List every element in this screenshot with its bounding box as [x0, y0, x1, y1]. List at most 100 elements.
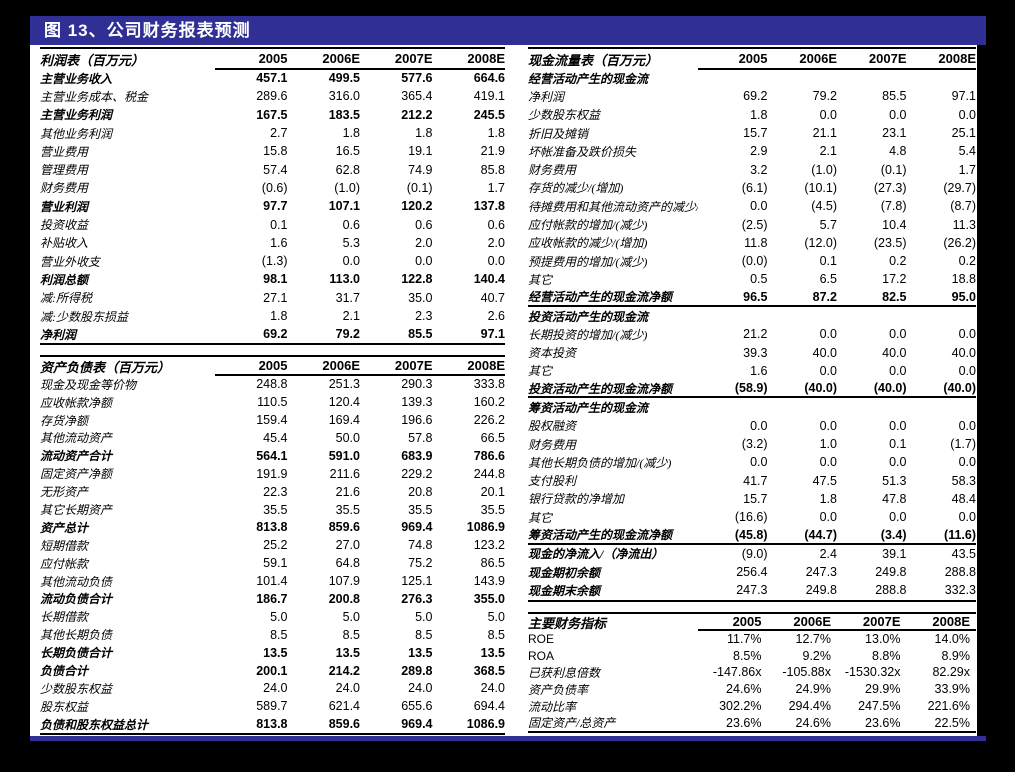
row-value: 41.7 [743, 473, 768, 488]
row-label: 负债合计 [40, 664, 89, 679]
row-value: 143.9 [473, 574, 505, 589]
row-label: 长期负债合计 [40, 646, 113, 661]
row-value: (3.4) [880, 527, 907, 542]
table-row: 资本投资 39.3 40.0 40.0 40.0 [528, 343, 976, 361]
row-label: 资产负债率 [528, 682, 589, 697]
row-value: 20.8 [408, 484, 433, 499]
row-label: 少数股东权益 [40, 681, 113, 696]
row-value: 22.3 [263, 484, 288, 499]
row-label: 长期投资的增加/(减少) [528, 327, 648, 342]
row-value: 5.0 [487, 609, 505, 624]
row-value: 288.8 [944, 565, 976, 580]
row-value: 214.2 [328, 663, 360, 678]
row-value: 113.0 [329, 272, 360, 287]
row-value: 107.9 [328, 574, 360, 589]
row-value: 249.8 [875, 565, 907, 580]
figure-title-bar: 图 13、公司财务报表预测 [30, 16, 986, 45]
table-row: 负债和股东权益总计 813.8 859.6 969.4 1086.9 [40, 715, 505, 733]
row-value: (45.8) [734, 527, 768, 542]
row-value: 27.0 [335, 538, 360, 553]
table-row: 主营业务成本、税金 289.6 316.0 365.4 419.1 [40, 87, 505, 105]
row-value: 13.0% [865, 631, 901, 646]
table-row: 无形资产 22.3 21.6 20.8 20.1 [40, 483, 505, 501]
table-row: 投资活动产生的现金流净额 (58.9) (40.0) (40.0) (40.0) [528, 380, 976, 399]
row-label: 投资活动产生的现金流 [528, 309, 649, 324]
row-value: 5.0 [415, 609, 433, 624]
table-row: 财务费用 3.2 (1.0) (0.1) 1.7 [528, 160, 976, 178]
row-value: 40.0 [951, 345, 976, 360]
row-label: 主营业务收入 [40, 71, 113, 86]
row-value: 57.8 [408, 430, 433, 445]
row-value: 24.9% [795, 682, 831, 697]
table-row: 现金期末余额 247.3 249.8 288.8 332.3 [528, 581, 976, 599]
row-value: 0.5 [750, 272, 768, 287]
row-value: 1.8 [819, 491, 837, 506]
row-label: ROE [528, 631, 555, 646]
row-value: 5.0 [342, 609, 360, 624]
row-value: 58.3 [951, 473, 976, 488]
table-row: 其他流动负债 101.4 107.9 125.1 143.9 [40, 572, 505, 590]
row-value: 1.0 [819, 437, 837, 452]
bottom-accent-rule [30, 736, 986, 741]
row-value: 24.0 [335, 681, 360, 696]
row-label: 筹资活动产生的现金流净额 [528, 528, 673, 543]
row-value: 621.4 [328, 699, 360, 714]
row-value: 289.8 [401, 663, 433, 678]
row-value: 186.7 [256, 591, 288, 606]
row-label: 无形资产 [40, 485, 89, 500]
table-row: 减:所得税 27.1 31.7 35.0 40.7 [40, 289, 505, 307]
row-value: 0.0 [889, 107, 907, 122]
row-value: 66.5 [480, 430, 505, 445]
row-value: 74.8 [408, 538, 433, 553]
row-value: (29.7) [943, 180, 976, 195]
table-row: ROA 8.5% 9.2% 8.8% 8.9% [528, 647, 976, 664]
row-value: 368.5 [473, 663, 505, 678]
table-row: 主营业务收入 457.1 499.5 577.6 664.6 [40, 69, 505, 87]
row-value: (27.3) [873, 180, 907, 195]
row-value: 21.9 [480, 144, 505, 159]
row-label: 股东权益 [40, 699, 89, 714]
row-label: 负债和股东权益总计 [40, 717, 149, 732]
table-header-row: 资产负债表（百万元） 2005 2006E 2007E 2008E [40, 357, 505, 377]
table-row: 现金的净流入/（净流出） (9.0) 2.4 39.1 43.5 [528, 545, 976, 563]
row-value: 859.6 [328, 520, 360, 535]
row-value: 355.0 [473, 591, 505, 606]
row-label: 其他流动负债 [40, 574, 113, 589]
row-value: 1.8 [270, 309, 288, 323]
row-value: 120.4 [328, 395, 360, 410]
row-value: 23.6% [726, 715, 762, 730]
row-value: 11.7% [726, 631, 762, 646]
row-value: 0.1 [889, 437, 907, 452]
cash-flow-table: 现金流量表（百万元） 2005 2006E 2007E 2008E 经营活动产生的现金流净… [528, 47, 976, 602]
row-value: 10.4 [882, 217, 907, 232]
row-value: 125.1 [401, 574, 433, 589]
row-value: 2.0 [487, 235, 505, 250]
row-value: 82.5 [882, 289, 907, 304]
row-value: 18.8 [951, 272, 976, 287]
table-row: 营业外收支 (1.3) 0.0 0.0 0.0 [40, 252, 505, 270]
table-row: 固定资产净额 191.9 211.6 229.2 244.8 [40, 465, 505, 483]
row-label: 主营业务利润 [40, 108, 113, 123]
row-value: 191.9 [256, 466, 288, 481]
row-value: 0.0 [958, 107, 976, 122]
row-value: 1.8 [750, 107, 768, 122]
row-value: 249.8 [805, 583, 837, 598]
row-value: 0.0 [958, 418, 976, 433]
row-value: 0.0 [889, 363, 907, 378]
row-label: 筹资活动产生的现金流 [528, 400, 649, 415]
row-value: 4.8 [889, 144, 907, 159]
row-value: (26.2) [943, 235, 976, 250]
row-value: 2.3 [415, 309, 433, 323]
row-value: (9.0) [741, 546, 768, 561]
row-value: 160.2 [473, 395, 505, 410]
row-value: 82.29x [932, 665, 970, 680]
row-label: 流动资产合计 [40, 449, 113, 464]
row-label: 投资活动产生的现金流净额 [528, 381, 673, 396]
row-value: 2.6 [487, 309, 505, 323]
row-label: 支付股利 [528, 474, 577, 489]
row-value: 316.0 [328, 89, 360, 104]
row-label: 应付帐款的增加/(减少) [528, 218, 648, 233]
table-row: 资产负债率 24.6% 24.9% 29.9% 33.9% [528, 681, 976, 698]
row-value: 591.0 [328, 448, 360, 463]
